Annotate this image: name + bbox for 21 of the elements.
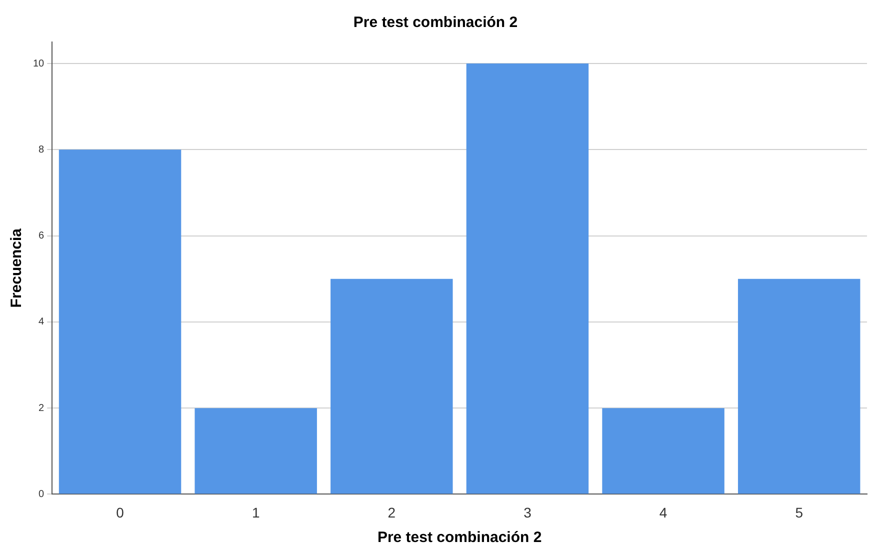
y-tick-label: 4	[38, 316, 45, 328]
x-tick-label: 2	[388, 504, 396, 520]
chart-title: Pre test combinación 2	[353, 14, 518, 32]
bar	[466, 64, 589, 494]
y-tick-label: 2	[38, 402, 45, 414]
y-tick-label: 8	[38, 144, 45, 156]
x-tick-label: 0	[116, 504, 124, 520]
bar	[602, 408, 724, 494]
bar	[194, 408, 317, 494]
y-tick-label: 6	[38, 230, 45, 242]
y-axis-title: Frecuencia	[8, 228, 26, 308]
bar	[58, 150, 182, 494]
x-tick-label: 3	[524, 504, 532, 520]
x-tick-label: 5	[795, 504, 804, 520]
y-tick-label: 0	[38, 488, 45, 500]
x-tick-label: 1	[252, 504, 260, 520]
x-tick-label: 4	[659, 504, 668, 520]
bar	[330, 278, 453, 494]
bar	[738, 278, 860, 494]
y-tick-label: 10	[33, 58, 45, 70]
x-axis-title: Pre test combinación 2	[377, 529, 542, 546]
